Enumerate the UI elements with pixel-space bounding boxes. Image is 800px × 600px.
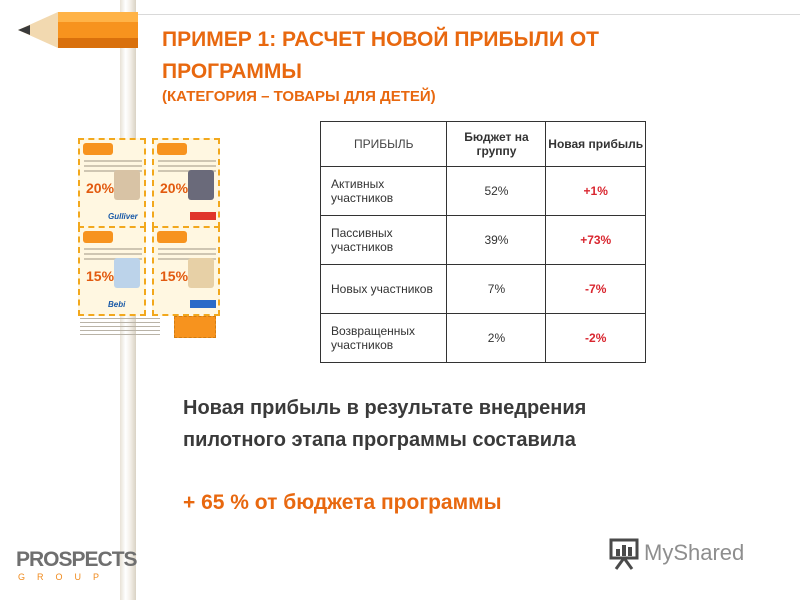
coupon-brand-bar	[190, 212, 216, 220]
profit-table: ПРИБЫЛЬ Бюджет на группу Новая прибыль А…	[319, 121, 646, 363]
coupon-card: 15%	[152, 226, 220, 316]
table-row: Новых участников 7% -7%	[319, 264, 646, 314]
small-coupon	[174, 316, 216, 338]
table-row: Пассивных участников 39% +73%	[319, 215, 646, 265]
new-profit: -2%	[545, 313, 646, 363]
prospects-group-logo: PROSPECTS GROUP	[16, 548, 138, 584]
participant-group: Пассивных участников	[319, 215, 448, 265]
prospects-logo-sub: GROUP	[18, 572, 112, 582]
table-row: Возвращенных участников 2% -2%	[319, 313, 646, 363]
myshared-logo-text: MyShared	[644, 540, 745, 565]
participant-group: Новых участников	[319, 264, 448, 314]
slide-subtitle: (КАТЕГОРИЯ – ТОВАРЫ ДЛЯ ДЕТЕЙ)	[162, 88, 436, 105]
product-image	[114, 170, 140, 200]
coupon-card: 20% Gulliver	[78, 138, 146, 228]
coupon-brand-logo: Gulliver	[108, 212, 138, 221]
pencil-tip-icon	[18, 12, 138, 48]
coupon-brand-tag	[83, 231, 113, 243]
coupon-discount: 15%	[86, 268, 115, 284]
coupon-discount: 20%	[160, 180, 189, 196]
table-header-row: ПРИБЫЛЬ Бюджет на группу Новая прибыль	[319, 121, 646, 167]
column-header: ПРИБЫЛЬ	[319, 121, 448, 167]
column-header: Бюджет на группу	[446, 121, 547, 167]
result-text: + 65 % от бюджета программы	[183, 491, 502, 514]
coupon-brand-tag	[83, 143, 113, 155]
prospects-logo-word: PROSPECTS	[16, 548, 138, 571]
coupon-brand-tag	[157, 143, 187, 155]
coupon-card: 15% Bebi	[78, 226, 146, 316]
budget-share: 7%	[446, 264, 547, 314]
coupon-fine-print	[80, 318, 160, 338]
product-image	[188, 170, 214, 200]
new-profit: -7%	[545, 264, 646, 314]
presentation-board-icon	[609, 538, 639, 570]
budget-share: 39%	[446, 215, 547, 265]
table-row: Активных участников 52% +1%	[319, 166, 646, 216]
budget-share: 52%	[446, 166, 547, 216]
coupon-brand-bar	[190, 300, 216, 308]
participant-group: Активных участников	[319, 166, 448, 216]
myshared-logo: MyShared	[608, 536, 778, 572]
coupon-discount: 20%	[86, 180, 115, 196]
participant-group: Возвращенных участников	[319, 313, 448, 363]
coupon-brand-tag	[157, 231, 187, 243]
coupon-card: 20%	[152, 138, 220, 228]
product-image	[188, 258, 214, 288]
coupon-brand-logo: Bebi	[108, 300, 126, 309]
coupon-collage: 20% Gulliver 20% 15% Bebi 15%	[78, 138, 228, 342]
conclusion-text: Новая прибыль в результате внедрения пил…	[183, 397, 587, 451]
column-header: Новая прибыль	[545, 121, 646, 167]
budget-share: 2%	[446, 313, 547, 363]
top-divider	[138, 14, 800, 15]
new-profit: +73%	[545, 215, 646, 265]
coupon-discount: 15%	[160, 268, 189, 284]
new-profit: +1%	[545, 166, 646, 216]
slide-title: ПРИМЕР 1: РАСЧЕТ НОВОЙ ПРИБЫЛИ ОТ ПРОГРА…	[162, 28, 599, 83]
product-image	[114, 258, 140, 288]
